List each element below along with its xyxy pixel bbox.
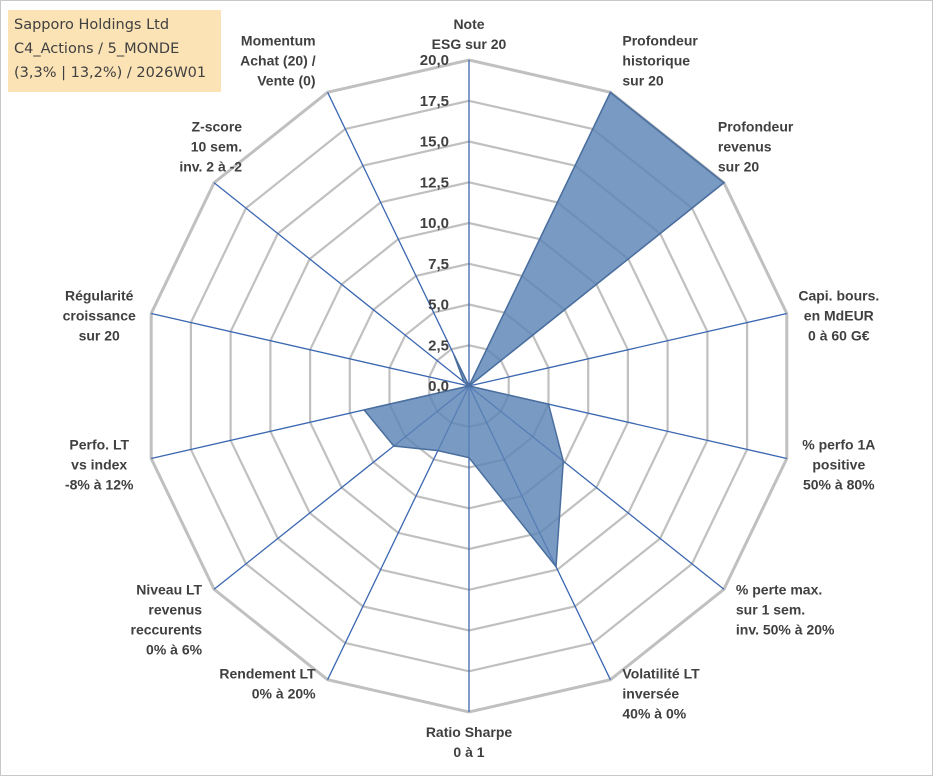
category-label-line: Volatilité LT xyxy=(622,666,700,682)
category-label-1: Note ESG sur 20 xyxy=(432,16,507,52)
category-label-line: Profondeur xyxy=(718,119,794,135)
category-label-8: Ratio Sharpe 0 à 1 xyxy=(426,724,513,760)
category-label-line: 40% à 0% xyxy=(622,706,686,722)
category-label-line: revenus xyxy=(718,139,772,155)
portfolio-stats: (3,3% | 13,2%) / 2026W01 xyxy=(14,65,207,81)
portfolio-category: C4_Actions / 5_MONDE xyxy=(14,41,180,57)
category-label-line: -8% à 12% xyxy=(65,477,134,493)
radar-category-labels: Note ESG sur 20 Profondeur historique sur 20… xyxy=(63,16,880,760)
category-label-line: inversée xyxy=(622,686,679,702)
tick-label-7: 17,5 xyxy=(420,93,449,110)
data-point-11 xyxy=(363,409,365,411)
category-label-line: Niveau LT xyxy=(136,581,202,597)
category-label-line: Note xyxy=(453,16,484,32)
stock-info-box: Sapporo Holdings Ltd C4_Actions / 5_MOND… xyxy=(8,10,221,92)
tick-label-3: 7,5 xyxy=(428,256,449,273)
stock-name: Sapporo Holdings Ltd xyxy=(14,17,170,33)
category-label-line: vs index xyxy=(71,457,127,473)
category-label-line: sur 1 sem. xyxy=(736,601,805,617)
axis-spoke-13 xyxy=(213,182,470,387)
axis-spoke-4 xyxy=(468,312,787,387)
tick-label-4: 10,0 xyxy=(420,215,449,232)
category-label-13: Z-score 10 sem. inv. 2 à -2 xyxy=(179,119,242,175)
data-point-2 xyxy=(609,91,612,94)
category-label-line: Momentum xyxy=(241,32,316,48)
tick-label-8: 20,0 xyxy=(420,52,449,69)
category-label-5: % perfo 1A positive 50% à 80% xyxy=(802,437,875,493)
category-label-line: Perfo. LT xyxy=(69,437,129,453)
data-point-6 xyxy=(562,460,565,463)
category-label-14: Momentum Achat (20) / Vente (0) xyxy=(240,32,316,88)
category-label-line: Capi. bours. xyxy=(798,288,879,304)
data-point-5 xyxy=(547,403,550,405)
data-point-3 xyxy=(723,181,725,184)
axis-spoke-14 xyxy=(327,92,470,387)
data-point-12 xyxy=(468,385,470,387)
data-point-8 xyxy=(468,456,470,459)
category-label-11: Perfo. LT vs index -8% à 12% xyxy=(65,437,134,493)
category-label-line: ESG sur 20 xyxy=(432,36,507,52)
category-label-line: sur 20 xyxy=(718,159,759,175)
category-label-9: Rendement LT 0% à 20% xyxy=(219,666,316,702)
category-label-6: % perte max. sur 1 sem. inv. 50% à 20% xyxy=(736,581,835,637)
category-label-line: 50% à 80% xyxy=(803,477,875,493)
data-point-14 xyxy=(453,354,455,357)
category-label-line: 10 sem. xyxy=(191,139,242,155)
category-label-line: sur 20 xyxy=(79,328,120,344)
category-label-line: Profondeur xyxy=(622,32,698,48)
category-label-line: Ratio Sharpe xyxy=(426,724,513,740)
category-label-2: Profondeur historique sur 20 xyxy=(622,32,698,88)
data-point-13 xyxy=(463,381,465,383)
category-label-line: % perfo 1A xyxy=(802,437,875,453)
radar-series xyxy=(362,91,726,569)
category-label-line: Z-score xyxy=(192,119,243,135)
radar-tick-labels: 0,0 2,5 5,0 7,5 10,0 12,5 15,0 17,5 20,0 xyxy=(420,52,449,395)
category-label-line: 0 à 1 xyxy=(453,744,484,760)
data-point-9 xyxy=(437,449,439,452)
category-label-line: sur 20 xyxy=(622,72,663,88)
category-label-line: historique xyxy=(622,52,690,68)
tick-label-6: 15,0 xyxy=(420,134,449,151)
category-label-line: Vente (0) xyxy=(257,72,315,88)
category-label-line: Régularité xyxy=(65,288,134,304)
category-label-line: reccurents xyxy=(131,621,203,637)
category-label-4: Capi. bours. en MdEUR 0 à 60 G€ xyxy=(798,288,879,344)
category-label-line: inv. 50% à 20% xyxy=(736,621,835,637)
category-label-12: Régularité croissance sur 20 xyxy=(63,288,136,344)
category-label-line: revenus xyxy=(148,601,202,617)
category-label-line: Rendement LT xyxy=(219,666,316,682)
category-label-line: positive xyxy=(812,457,865,473)
category-label-line: inv. 2 à -2 xyxy=(179,159,242,175)
data-point-7 xyxy=(555,565,557,568)
category-label-7: Volatilité LT inversée 40% à 0% xyxy=(622,666,700,722)
category-label-line: 0 à 60 G€ xyxy=(808,328,870,344)
category-label-line: 0% à 6% xyxy=(146,641,203,657)
category-label-line: Achat (20) / xyxy=(240,52,316,68)
axis-spoke-12 xyxy=(151,312,470,387)
tick-label-0: 0,0 xyxy=(428,378,449,395)
category-label-line: en MdEUR xyxy=(804,308,874,324)
category-label-3: Profondeur revenus sur 20 xyxy=(718,119,794,175)
tick-label-5: 12,5 xyxy=(420,174,449,191)
category-label-line: croissance xyxy=(63,308,136,324)
category-label-line: 0% à 20% xyxy=(252,686,316,702)
data-point-10 xyxy=(393,445,395,447)
tick-label-1: 2,5 xyxy=(428,337,449,354)
tick-label-2: 5,0 xyxy=(428,297,449,314)
category-label-10: Niveau LT revenus reccurents 0% à 6% xyxy=(131,581,203,657)
category-label-line: % perte max. xyxy=(736,581,822,597)
